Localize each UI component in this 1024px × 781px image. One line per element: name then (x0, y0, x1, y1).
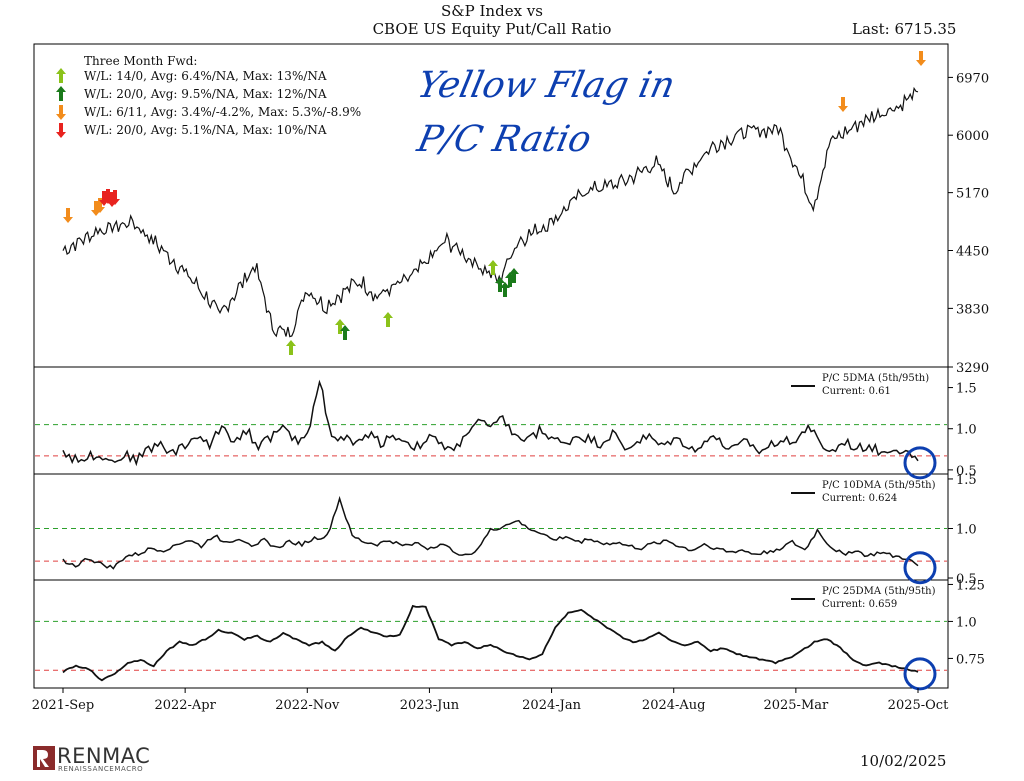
signal-arrow-8-shape (335, 319, 345, 334)
p2-ytick-label-1: 1.0 (956, 522, 977, 537)
panel-frame-1 (33, 366, 949, 475)
annotation-line1: Yellow Flag in (413, 65, 679, 106)
panel-frame-2 (33, 473, 949, 581)
price-ytick-label-0: 3290 (956, 361, 989, 376)
p2-ytick-label-0: 0.5 (956, 572, 977, 587)
xtick-label-1: 2022-Apr (154, 698, 216, 713)
p1-pc-line (62, 379, 919, 467)
signal-arrow-15 (509, 268, 519, 283)
signal-arrow-2 (95, 198, 105, 213)
p3-current-label: Current: 0.659 (822, 599, 897, 610)
legend-arrow-2-shape (56, 105, 66, 120)
p1-ytick-label-0: 0.5 (956, 464, 977, 479)
signal-arrow-11 (488, 260, 498, 275)
p2-ytick-label-2: 1.5 (956, 473, 977, 488)
legend-arrow-1 (56, 86, 66, 101)
p1-ytick-label-2: 1.5 (956, 382, 977, 397)
signal-arrow-17-shape (916, 51, 926, 66)
xtick-label-7: 2025-Oct (888, 698, 949, 713)
legend-arrow-0 (56, 68, 66, 83)
xtick-label-6: 2025-Mar (763, 698, 829, 713)
xtick-label-4: 2024-Jan (522, 698, 581, 713)
p1-legend-label: P/C 5DMA (5th/95th) (822, 373, 929, 384)
signal-arrow-1-shape (91, 201, 101, 216)
signal-arrow-2-shape (95, 198, 105, 213)
price-ytick-label-3: 5170 (956, 187, 989, 202)
p2-highlight-circle (903, 551, 937, 585)
legend-label-0: W/L: 14/0, Avg: 6.4%/NA, Max: 13%/NA (84, 69, 327, 83)
annotation-line2: P/C Ratio (413, 119, 595, 160)
sp-index-line (62, 86, 919, 338)
legend-label-3: W/L: 20/0, Avg: 5.1%/NA, Max: 10%/NA (84, 123, 327, 137)
xtick-label-5: 2024-Aug (642, 698, 706, 713)
signal-arrow-10 (383, 312, 393, 327)
signal-arrow-9-shape (340, 325, 350, 340)
p2-pc-line (62, 495, 919, 570)
last-price-label: Last: 6715.35 (852, 20, 957, 38)
legend-label-2: W/L: 6/11, Avg: 3.4%/-4.2%, Max: 5.3%/-8… (84, 105, 361, 119)
p3-ytick-label-2: 1.25 (956, 578, 985, 593)
renmac-logo: RENMAC RENAISSANCEMACRO (33, 744, 173, 774)
price-ytick-label-5: 6970 (956, 71, 989, 86)
p1-current-label: Current: 0.61 (822, 386, 891, 397)
p3-pc-line (62, 604, 919, 682)
xtick-label-2: 2022-Nov (275, 698, 340, 713)
legend-arrow-3 (56, 123, 66, 138)
signal-arrow-12-shape (495, 277, 505, 292)
signal-arrow-16-shape (838, 97, 848, 112)
p1-highlight-circle (903, 446, 937, 480)
signal-arrow-8 (335, 319, 345, 334)
legend-label-1: W/L: 20/0, Avg: 9.5%/NA, Max: 12%/NA (84, 87, 327, 101)
p1-ytick-label-1: 1.0 (956, 423, 977, 438)
logo-text: RENMAC (57, 744, 151, 768)
signal-arrow-13-shape (500, 282, 510, 297)
p2-legend-label: P/C 10DMA (5th/95th) (822, 480, 936, 491)
chart-title-line2: CBOE US Equity Put/Call Ratio (372, 20, 612, 38)
legend-arrow-2 (56, 105, 66, 120)
panel-frame-3 (33, 579, 949, 689)
p3-legend-label: P/C 25DMA (5th/95th) (822, 586, 936, 597)
xtick-label-3: 2023-Jun (400, 698, 460, 713)
signal-arrow-16 (838, 97, 848, 112)
legend-title: Three Month Fwd: (84, 54, 197, 68)
signal-arrow-13 (500, 282, 510, 297)
logo-subtext: RENAISSANCEMACRO (58, 765, 144, 773)
footer-date: 10/02/2025 (860, 752, 947, 770)
chart-title-line1: S&P Index vs (441, 2, 543, 20)
signal-arrow-9 (340, 325, 350, 340)
xtick-label-0: 2021-Sep (32, 698, 94, 713)
p3-ytick-label-1: 1.0 (956, 615, 977, 630)
signal-arrow-1 (91, 201, 101, 216)
price-ytick-label-2: 4450 (956, 244, 989, 259)
signal-arrow-7-shape (286, 340, 296, 355)
legend-arrow-1-shape (56, 86, 66, 101)
p3-highlight-circle (903, 657, 937, 691)
signal-arrow-11-shape (488, 260, 498, 275)
signal-arrow-17 (916, 51, 926, 66)
signal-arrow-0-shape (63, 208, 73, 223)
signal-arrow-6 (110, 190, 120, 205)
signal-arrow-10-shape (383, 312, 393, 327)
signal-arrow-12 (495, 277, 505, 292)
legend-arrow-3-shape (56, 123, 66, 138)
signal-arrow-7 (286, 340, 296, 355)
renmac-logo-mark (33, 746, 55, 770)
signal-arrow-6-shape (110, 190, 120, 205)
signal-arrow-15-shape (509, 268, 519, 283)
signal-arrow-0 (63, 208, 73, 223)
price-ytick-label-1: 3830 (956, 302, 989, 317)
p3-ytick-label-0: 0.75 (956, 652, 985, 667)
legend-arrow-0-shape (56, 68, 66, 83)
price-ytick-label-4: 6000 (956, 129, 989, 144)
p2-current-label: Current: 0.624 (822, 493, 897, 504)
